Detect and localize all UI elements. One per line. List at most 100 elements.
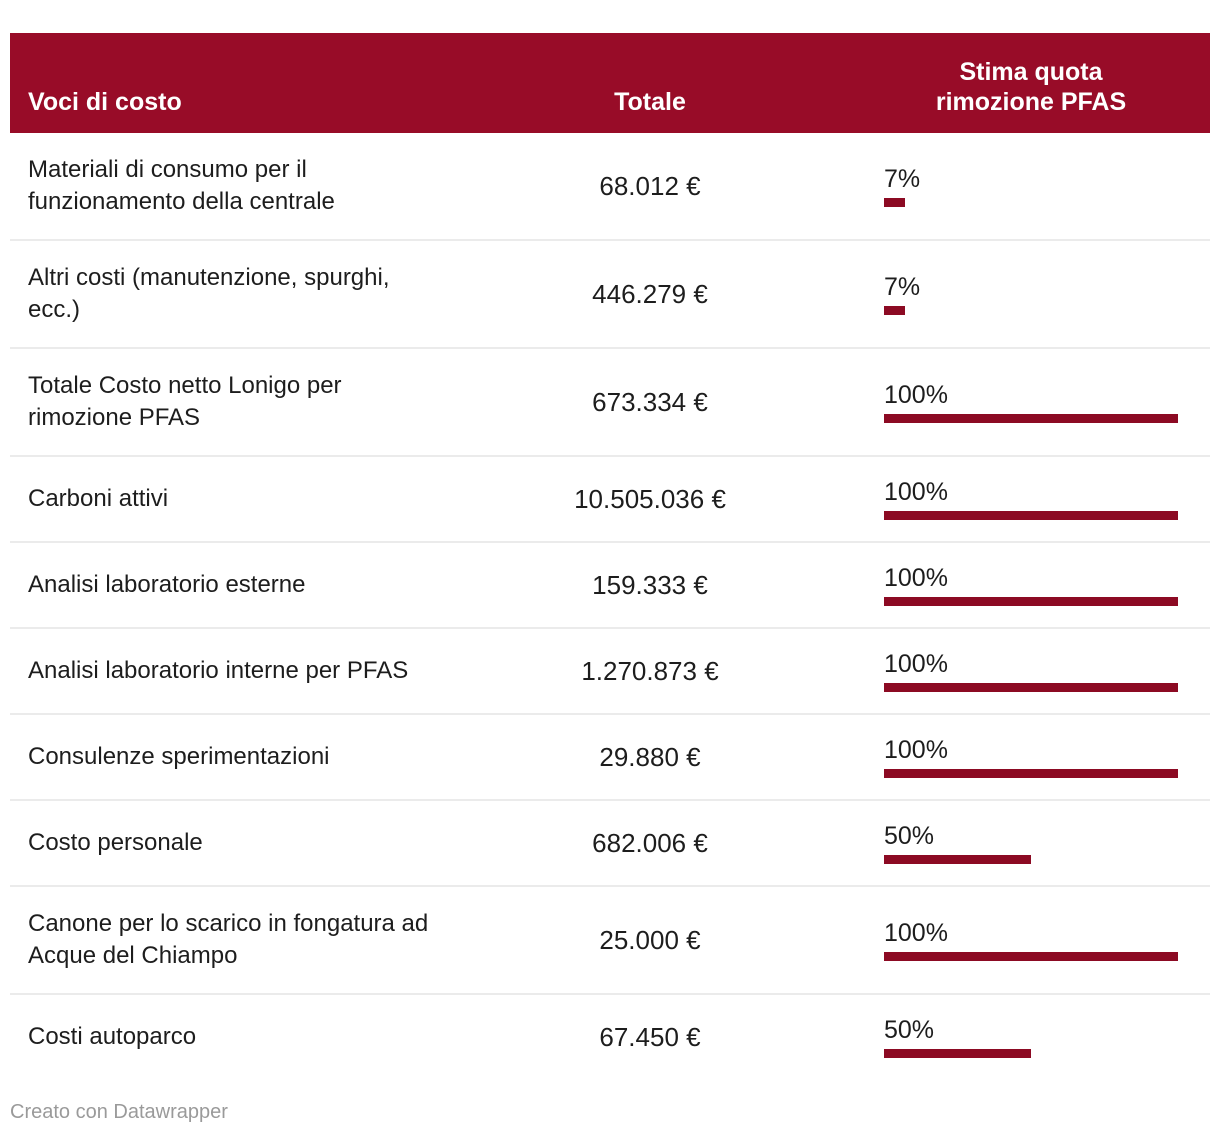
pfas-share-block: 100% (884, 564, 1178, 606)
total-value: 67.450 € (599, 1021, 701, 1052)
pfas-share-value: 50% (884, 822, 935, 850)
pfas-share-bar-track (884, 414, 1178, 423)
pfas-share-cell: 100% (840, 457, 1210, 541)
pfas-share-cell: 100% (840, 543, 1210, 627)
pfas-share-bar (884, 1049, 1031, 1058)
pfas-share-bar-track (884, 952, 1178, 961)
cost-item-label: Costi autoparco (28, 1023, 197, 1050)
total-value: 68.012 € (599, 170, 701, 201)
pfas-share-bar-track (884, 683, 1178, 692)
cost-item-label: Materiali di consumo per il funzionament… (28, 156, 335, 215)
column-header-label: Stima quota rimozione PFAS (935, 58, 1127, 116)
pfas-share-bar-track (884, 597, 1178, 606)
table-row: Costi autoparco 67.450 € 50% (10, 995, 1210, 1079)
pfas-share-bar (884, 683, 1178, 692)
total-value: 1.270.873 € (581, 655, 719, 686)
cost-item-label: Altri costi (manutenzione, spurghi, ecc.… (28, 264, 390, 323)
cost-item-cell: Totale Costo netto Lonigo per rimozione … (10, 349, 460, 455)
pfas-share-bar (884, 414, 1178, 423)
cost-item-label: Analisi laboratorio esterne (28, 571, 306, 598)
pfas-share-bar (884, 511, 1178, 520)
pfas-share-value: 100% (884, 564, 948, 592)
column-header-label: Voci di costo (28, 88, 182, 116)
pfas-share-bar-track (884, 769, 1178, 778)
table-row: Consulenze sperimentazioni 29.880 € 100% (10, 715, 1210, 801)
attribution-prefix: Creato con (10, 1101, 114, 1123)
total-cell: 67.450 € (460, 995, 840, 1079)
pfas-share-bar (884, 952, 1178, 961)
cost-item-label: Canone per lo scarico in fongatura ad Ac… (28, 910, 429, 969)
total-cell: 446.279 € (460, 241, 840, 347)
total-cell: 68.012 € (460, 133, 840, 239)
pfas-share-cell: 7% (840, 133, 1210, 239)
cost-item-cell: Costi autoparco (10, 995, 460, 1079)
pfas-share-block: 7% (884, 165, 1178, 207)
pfas-share-value: 100% (884, 736, 948, 764)
table-row: Materiali di consumo per il funzionament… (10, 133, 1210, 241)
pfas-share-bar-track (884, 1049, 1178, 1058)
total-cell: 1.270.873 € (460, 629, 840, 713)
cost-table: Voci di costo Totale Stima quota rimozio… (10, 33, 1210, 1079)
column-header-voci-di-costo: Voci di costo (10, 33, 460, 133)
total-value: 29.880 € (599, 741, 701, 772)
total-value: 159.333 € (592, 569, 708, 600)
pfas-share-bar-track (884, 306, 1178, 315)
total-value: 682.006 € (592, 827, 708, 858)
datawrapper-link[interactable]: Datawrapper (113, 1101, 228, 1123)
pfas-share-bar-track (884, 855, 1178, 864)
cost-item-label: Carboni attivi (28, 485, 169, 512)
total-cell: 682.006 € (460, 801, 840, 885)
pfas-share-cell: 100% (840, 887, 1210, 993)
pfas-share-cell: 7% (840, 241, 1210, 347)
pfas-share-block: 100% (884, 650, 1178, 692)
total-cell: 159.333 € (460, 543, 840, 627)
table-row: Totale Costo netto Lonigo per rimozione … (10, 349, 1210, 457)
pfas-share-bar (884, 198, 905, 207)
cost-item-label: Costo personale (28, 829, 203, 856)
pfas-share-bar (884, 769, 1178, 778)
total-value: 25.000 € (599, 924, 701, 955)
cost-item-cell: Analisi laboratorio esterne (10, 543, 460, 627)
pfas-share-block: 50% (884, 822, 1178, 864)
pfas-share-block: 100% (884, 736, 1178, 778)
pfas-share-cell: 50% (840, 801, 1210, 885)
table-row: Analisi laboratorio esterne 159.333 € 10… (10, 543, 1210, 629)
table-row: Costo personale 682.006 € 50% (10, 801, 1210, 887)
pfas-share-value: 100% (884, 919, 948, 947)
pfas-share-bar (884, 306, 905, 315)
cost-item-label: Analisi laboratorio interne per PFAS (28, 657, 409, 684)
column-header-label: Totale (614, 88, 686, 116)
pfas-share-bar (884, 855, 1031, 864)
cost-item-cell: Consulenze sperimentazioni (10, 715, 460, 799)
table-row: Carboni attivi 10.505.036 € 100% (10, 457, 1210, 543)
pfas-share-block: 100% (884, 381, 1178, 423)
pfas-share-value: 100% (884, 650, 948, 678)
pfas-share-value: 100% (884, 478, 948, 506)
pfas-share-block: 7% (884, 273, 1178, 315)
cost-item-cell: Altri costi (manutenzione, spurghi, ecc.… (10, 241, 460, 347)
pfas-share-bar-track (884, 511, 1178, 520)
pfas-share-value: 50% (884, 1016, 935, 1044)
total-value: 10.505.036 € (574, 483, 726, 514)
cost-item-cell: Costo personale (10, 801, 460, 885)
table-row: Altri costi (manutenzione, spurghi, ecc.… (10, 241, 1210, 349)
total-cell: 25.000 € (460, 887, 840, 993)
cost-item-label: Totale Costo netto Lonigo per rimozione … (28, 372, 342, 431)
cost-item-label: Consulenze sperimentazioni (28, 743, 330, 770)
pfas-share-bar-track (884, 198, 1178, 207)
table-row: Analisi laboratorio interne per PFAS 1.2… (10, 629, 1210, 715)
pfas-share-value: 7% (884, 273, 921, 301)
total-cell: 29.880 € (460, 715, 840, 799)
total-value: 446.279 € (592, 278, 708, 309)
pfas-share-cell: 100% (840, 715, 1210, 799)
pfas-share-bar (884, 597, 1178, 606)
pfas-share-block: 50% (884, 1016, 1178, 1058)
pfas-share-cell: 100% (840, 349, 1210, 455)
pfas-share-cell: 50% (840, 995, 1210, 1079)
column-header-stima-quota-rimozione-pfas: Stima quota rimozione PFAS (840, 33, 1210, 133)
total-cell: 673.334 € (460, 349, 840, 455)
cost-item-cell: Analisi laboratorio interne per PFAS (10, 629, 460, 713)
total-value: 673.334 € (592, 386, 708, 417)
pfas-share-block: 100% (884, 478, 1178, 520)
attribution: Creato con Datawrapper (10, 1101, 1210, 1124)
